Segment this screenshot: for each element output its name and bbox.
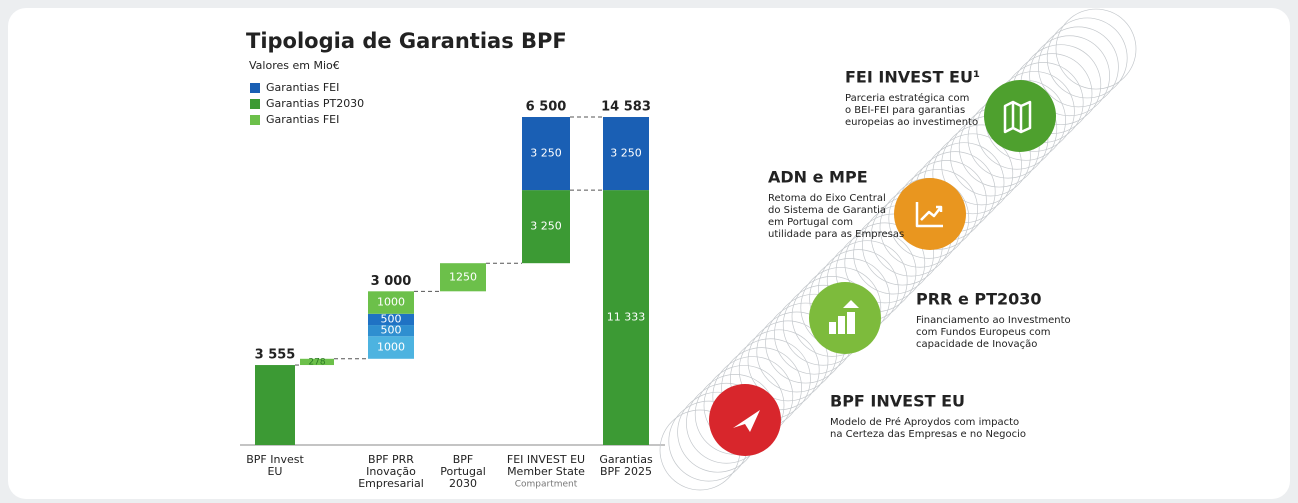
step-title: BPF INVEST EU bbox=[830, 392, 965, 411]
step-description: na Certeza das Empresas e no Negocio bbox=[830, 429, 1026, 440]
legend-label: Garantias FEI bbox=[266, 113, 339, 126]
legend-swatch bbox=[250, 115, 260, 125]
step-description: em Portugal com bbox=[768, 217, 853, 228]
step-description: com Fundos Europeus com bbox=[916, 327, 1051, 338]
step-description: europeias ao investimento bbox=[845, 117, 978, 128]
legend-label: Garantias PT2030 bbox=[266, 97, 364, 110]
step-title: ADN e MPE bbox=[768, 168, 868, 187]
x-tick-label: Compartment bbox=[515, 480, 578, 490]
step-description: Retoma do Eixo Central bbox=[768, 193, 886, 204]
segment-label: 3 250 bbox=[530, 220, 562, 233]
segment-label: 1250 bbox=[449, 270, 477, 283]
x-tick-label: Empresarial bbox=[358, 477, 424, 490]
segment-label: 1000 bbox=[377, 341, 405, 354]
segment-label: 278 bbox=[308, 357, 325, 367]
legend-label: Garantias FEI bbox=[266, 81, 339, 94]
step-title: FEI INVEST EU¹ bbox=[845, 68, 980, 87]
step-description: do Sistema de Garantia bbox=[768, 205, 886, 216]
step-description: Modelo de Pré Aproydos com impacto bbox=[830, 416, 1019, 428]
bar-segment bbox=[255, 365, 295, 445]
step-description: Parceria estratégica com bbox=[845, 92, 969, 104]
x-tick-label: 2030 bbox=[449, 477, 477, 490]
chart-title: Tipologia de Garantias BPF bbox=[246, 29, 567, 53]
step-description: utilidade para as Empresas bbox=[768, 229, 904, 240]
segment-label: 500 bbox=[381, 324, 402, 337]
x-tick-label: EU bbox=[267, 465, 282, 478]
x-tick-label: BPF 2025 bbox=[600, 465, 652, 478]
segment-label: 3 250 bbox=[610, 147, 642, 160]
step-description: Financiamento ao Investmento bbox=[916, 315, 1071, 326]
segment-label: 3 250 bbox=[530, 147, 562, 160]
x-tick-label: Member State bbox=[507, 465, 585, 478]
total-label: 3 555 bbox=[255, 348, 296, 363]
segment-label: 500 bbox=[381, 312, 402, 325]
segment-label: 1000 bbox=[377, 296, 405, 309]
step-description: o BEI-FEI para garantias bbox=[845, 105, 965, 116]
step-title: PRR e PT2030 bbox=[916, 290, 1042, 309]
step-description: capacidade de Inovação bbox=[916, 339, 1037, 350]
legend-swatch bbox=[250, 83, 260, 93]
page: Tipologia de Garantias BPF Valores em Mi… bbox=[0, 0, 1298, 503]
total-label: 14 583 bbox=[601, 100, 651, 115]
total-label: 3 000 bbox=[371, 274, 412, 289]
segment-label: 11 333 bbox=[607, 311, 646, 324]
legend-swatch bbox=[250, 99, 260, 109]
chart-subtitle: Valores em Mio€ bbox=[249, 59, 340, 72]
infographic: Tipologia de Garantias BPF Valores em Mi… bbox=[0, 0, 1298, 499]
total-label: 6 500 bbox=[526, 100, 567, 115]
